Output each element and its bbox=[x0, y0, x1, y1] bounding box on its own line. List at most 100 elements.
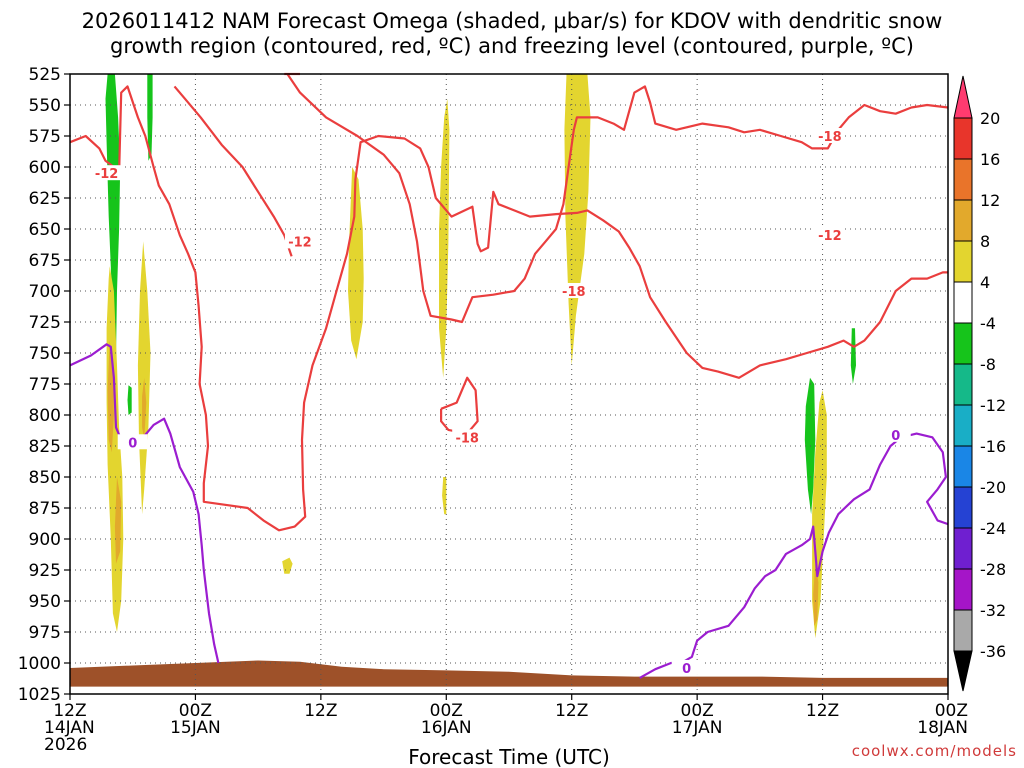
freezing-contour-label-0: 0 bbox=[128, 436, 137, 451]
colorbar-label-7: -12 bbox=[980, 396, 1006, 415]
snow-contour-label-4-bg bbox=[452, 429, 483, 445]
freezing-contour-label-1: 0 bbox=[682, 662, 691, 677]
colorbar-bottom-arrow bbox=[953, 650, 973, 692]
x-tick-label-60-0: 00Z bbox=[681, 701, 714, 721]
x-axis-label: Forecast Time (UTC) bbox=[408, 745, 610, 768]
colorbar-segment-13 bbox=[953, 609, 973, 652]
colorbar-segment-2 bbox=[953, 158, 973, 201]
snow-contour-label-0: -12 bbox=[95, 167, 119, 182]
snow-contour-label-3-bg bbox=[558, 283, 589, 298]
y-axis: 525 550 575 600 625 650 675 700 725 750 775 800 825 8… bbox=[18, 65, 70, 705]
snow-contour-label-1: -12 bbox=[288, 235, 312, 250]
snow-contour-label-3: -18 bbox=[562, 285, 586, 300]
colorbar-top-arrow bbox=[953, 75, 973, 119]
x-tick-label-0-0: 12Z bbox=[53, 701, 86, 721]
plot-area bbox=[70, 74, 948, 694]
snow-contour-label-2: -12 bbox=[818, 229, 842, 244]
colorbar-label-3: 8 bbox=[980, 232, 990, 251]
colorbar-segment-1 bbox=[953, 117, 973, 160]
y-tick-label-825: 825 bbox=[29, 437, 61, 457]
colorbar-label-0: 20 bbox=[980, 109, 1000, 128]
snow-growth-contour-0 bbox=[69, 85, 948, 532]
colorbar-label-12: -32 bbox=[980, 601, 1006, 620]
snow-contour-label-1-bg bbox=[284, 233, 315, 249]
colorbar-label-5: -4 bbox=[980, 314, 996, 333]
omega-area-positive-10 bbox=[442, 477, 447, 515]
y-tick-label-525: 525 bbox=[29, 65, 61, 85]
x-tick-label-72-0: 12Z bbox=[806, 701, 839, 721]
y-tick-label-650: 650 bbox=[29, 220, 61, 240]
x-tick-label-12-0: 00Z bbox=[179, 701, 212, 721]
colorbar-label-2: 12 bbox=[980, 191, 1000, 210]
colorbar-label-8: -16 bbox=[980, 437, 1006, 456]
y-tick-label-700: 700 bbox=[29, 282, 61, 302]
omega-area-negative-1 bbox=[147, 74, 153, 161]
y-tick-label-550: 550 bbox=[29, 96, 61, 116]
x-tick-label-48-0: 12Z bbox=[555, 701, 588, 721]
colorbar-segment-10 bbox=[953, 486, 973, 529]
colorbar-segment-6 bbox=[953, 322, 973, 365]
x-tick-label-84-0: 00Z bbox=[935, 701, 968, 721]
x-tick-label-24-0: 12Z bbox=[304, 701, 337, 721]
ground-surface bbox=[70, 660, 948, 687]
colorbar-label-13: -36 bbox=[980, 642, 1006, 661]
colorbar-segment-12 bbox=[953, 568, 973, 611]
colorbar: 20 16 12 8 4 -4 -8 -12 -16 -20 -24 -28 -32 -36 bbox=[953, 75, 1006, 692]
chart-title-line-2: growth region (contoured, red, ºC) and f… bbox=[110, 34, 914, 58]
omega-area-positive-9 bbox=[439, 98, 450, 378]
omega-core-3 bbox=[813, 563, 819, 626]
y-tick-label-775: 775 bbox=[29, 375, 61, 395]
y-tick-label-950: 950 bbox=[29, 592, 61, 612]
colorbar-segment-5 bbox=[953, 281, 973, 324]
snow-growth-contour-extra-0 bbox=[173, 85, 293, 257]
chart-title-line-1: 2026011412 NAM Forecast Omega (shaded, μ… bbox=[82, 9, 943, 33]
snow-contour-label-0-bg bbox=[91, 165, 122, 181]
colorbar-label-1: 16 bbox=[980, 150, 1000, 169]
y-tick-label-1025: 1025 bbox=[18, 685, 61, 705]
x-tick-label-0-1: 14JAN bbox=[44, 718, 95, 738]
y-tick-label-800: 800 bbox=[29, 406, 61, 426]
snow-growth-contour-extra-2 bbox=[440, 376, 479, 435]
x-tick-label-36-1: 16JAN bbox=[421, 718, 472, 738]
y-tick-label-575: 575 bbox=[29, 127, 61, 147]
omega-area-negative-2 bbox=[127, 385, 132, 415]
grid-lines bbox=[70, 74, 948, 694]
omega-core-1 bbox=[114, 477, 122, 564]
freezing-contour-label-1-bg bbox=[671, 659, 702, 675]
omega-area-negative-0 bbox=[105, 74, 121, 356]
x-tick-label-60-1: 17JAN bbox=[672, 718, 723, 738]
freezing-contour-label-2: 0 bbox=[891, 429, 900, 444]
omega-area-positive-8 bbox=[348, 167, 364, 360]
freezing-contour-label-0-bg bbox=[117, 434, 148, 450]
x-tick-label-84-1: 18JAN bbox=[917, 718, 968, 738]
credit-text: coolwx.com/models bbox=[852, 742, 1017, 760]
snow-contour-label-2-bg bbox=[814, 227, 845, 243]
snow-contour-label-4: -18 bbox=[455, 431, 479, 446]
colorbar-segment-8 bbox=[953, 404, 973, 447]
y-tick-label-875: 875 bbox=[29, 499, 61, 519]
freezing-contour-label-2-bg bbox=[880, 426, 911, 442]
omega-area-negative-4 bbox=[850, 328, 856, 384]
colorbar-label-6: -8 bbox=[980, 355, 996, 374]
y-tick-label-1000: 1000 bbox=[18, 654, 61, 674]
plot-background bbox=[70, 74, 948, 694]
colorbar-segment-4 bbox=[953, 240, 973, 283]
omega-core-2 bbox=[142, 377, 147, 440]
x-tick-label-36-0: 00Z bbox=[430, 701, 463, 721]
y-tick-label-725: 725 bbox=[29, 313, 61, 333]
freezing-level-contour-east bbox=[639, 432, 949, 679]
y-tick-label-750: 750 bbox=[29, 344, 61, 364]
contour-lines: -12 -12 -12 -18 -18 -18 0 0 0 bbox=[69, 72, 949, 679]
colorbar-label-9: -20 bbox=[980, 478, 1006, 497]
y-tick-label-600: 600 bbox=[29, 158, 61, 178]
y-tick-label-975: 975 bbox=[29, 623, 61, 643]
y-tick-label-625: 625 bbox=[29, 189, 61, 209]
colorbar-label-11: -28 bbox=[980, 560, 1006, 579]
colorbar-segment-11 bbox=[953, 527, 973, 570]
colorbar-segment-9 bbox=[953, 445, 973, 488]
x-tick-label-12-1: 15JAN bbox=[170, 718, 221, 738]
x-tick-label-0-2: 2026 bbox=[44, 735, 87, 755]
y-tick-label-850: 850 bbox=[29, 468, 61, 488]
